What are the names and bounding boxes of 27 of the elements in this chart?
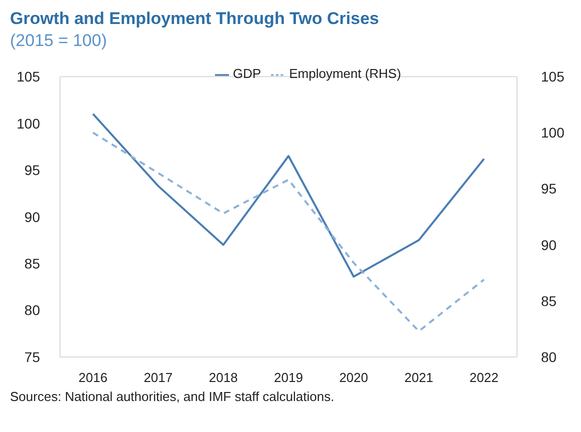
x-tick-label: 2019 xyxy=(274,370,303,386)
source-note: Sources: National authorities, and IMF staff calculations. xyxy=(9,389,336,404)
legend-label: GDP xyxy=(232,66,262,81)
y-tick-label: 95 xyxy=(24,162,40,178)
chart-subtitle: (2015 = 100) xyxy=(9,30,108,52)
y-tick-label: 100 xyxy=(16,115,40,132)
y2-tick-label: 80 xyxy=(541,348,557,365)
y2-tick-label: 85 xyxy=(541,292,557,309)
x-tick-label: 2017 xyxy=(144,370,173,386)
y-tick-label: 105 xyxy=(16,68,40,85)
y-tick-label: 75 xyxy=(24,348,40,365)
y2-tick-label: 90 xyxy=(541,236,557,253)
y2-tick-label: 105 xyxy=(541,68,565,85)
x-tick-label: 2022 xyxy=(470,370,498,386)
x-tick-label: 2021 xyxy=(404,370,434,386)
legend-label: Employment (RHS) xyxy=(289,66,402,81)
x-tick-label: 2016 xyxy=(78,370,108,386)
y-tick-label: 90 xyxy=(24,208,40,225)
x-tick-label: 2020 xyxy=(339,370,368,386)
x-tick-label: 2018 xyxy=(208,370,238,386)
line-series xyxy=(92,112,485,278)
y-tick-label: 80 xyxy=(24,302,40,318)
y-tick-label: 85 xyxy=(24,255,40,272)
y2-tick-label: 95 xyxy=(541,180,557,197)
chart-title: Growth and Employment Through Two Crises xyxy=(9,8,380,30)
y2-tick-label: 100 xyxy=(541,124,565,141)
line-series xyxy=(92,132,485,332)
